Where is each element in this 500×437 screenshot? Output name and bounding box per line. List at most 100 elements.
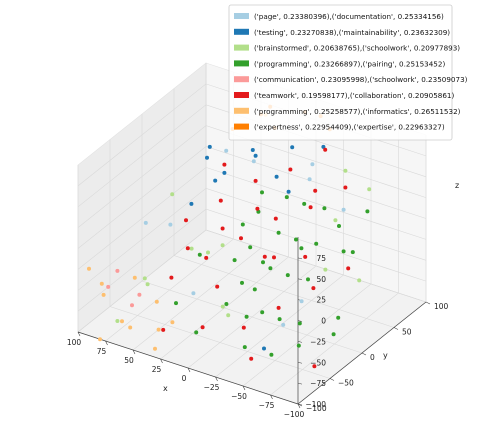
data-point [336,315,341,320]
legend-swatch [234,60,249,67]
data-point [252,287,257,292]
data-point [313,188,318,193]
data-point [249,356,254,361]
data-point [273,216,278,221]
data-point [262,254,267,259]
data-point [213,178,218,183]
grid-z [77,167,427,270]
data-point [101,292,106,297]
z-tick-label: 25 [316,296,326,305]
data-point [239,236,243,241]
legend: ('page', 0.23380396),('documentation', 0… [228,4,468,141]
tick-labels: −100 −75 −50 −25 0 25 50 75 100 −100 −50 0 50 100 −100… [67,254,449,419]
data-point [240,280,244,285]
data-point [120,319,124,324]
legend-swatch [234,44,249,51]
data-point [262,346,266,351]
data-point [218,198,223,203]
data-point [224,148,229,153]
legend-swatch [234,13,249,19]
data-point [311,286,316,291]
data-point [242,345,247,350]
z-tick-label: −100 [305,400,326,409]
data-point [308,205,313,210]
z-tick-label: 75 [316,254,326,263]
data-point [220,243,225,248]
data-point [250,148,255,152]
legend-swatch [234,28,249,35]
z-tick-mark [297,382,303,385]
x-tick-label: −75 [259,401,275,410]
legend-label: ('page', 0.23380396),('documentation', 0… [254,12,444,21]
data-point [322,206,327,211]
data-point [297,321,302,326]
x-tick-label: 0 [182,374,187,383]
z-tick-label: 50 [316,275,326,284]
data-point [174,301,178,306]
legend-label: ('expertness', 0.22954409),('expertise',… [254,123,445,132]
data-point [145,282,150,287]
data-point [260,190,264,195]
legend-label: ('teamwork', 0.19598177),('collaboration… [254,91,454,100]
grid-z [77,125,427,228]
z-tick-mark [297,341,303,343]
z-tick-mark [297,320,303,322]
data-point [314,241,319,246]
data-point [191,291,196,296]
data-point [240,222,245,227]
data-point [296,343,301,348]
legend-box [228,4,453,141]
data-point [333,218,338,223]
grid-z [77,208,427,312]
x-tick-label: 50 [124,356,134,365]
data-point [367,187,372,192]
legend-label: ('brainstormed', 0.20638765),('schoolwor… [254,44,460,53]
data-point [341,207,346,212]
data-point [276,230,281,235]
data-point [290,145,295,150]
legend-swatch [234,92,249,98]
data-point [241,325,246,330]
y-tick-mark [329,378,335,381]
data-point [161,327,166,332]
data-point [284,195,289,200]
x-axis-label: x [163,384,168,393]
z-tick-label: −50 [310,358,326,367]
data-point [323,267,328,272]
x-tick-mark [215,376,218,382]
data-point [204,255,209,260]
data-point [137,292,142,297]
data-point [277,317,282,322]
data-point [185,246,190,251]
data-point [224,302,229,306]
data-point [222,170,227,175]
x-tick-label: −50 [231,392,247,401]
z-tick-mark [297,257,303,260]
data-point [106,284,111,289]
data-point [200,325,205,330]
x-tick-label: 25 [152,365,162,374]
data-point [281,322,286,327]
data-point [251,159,256,164]
legend-swatch [234,107,249,114]
x-tick-label: 75 [97,347,107,356]
y-tick-label: 0 [370,353,375,362]
x-tick-mark [297,403,301,409]
data-point [276,305,281,310]
legend-swatch [234,123,249,130]
data-point [189,201,194,206]
data-point [132,275,137,280]
data-point [310,162,315,167]
x-tick-mark [270,394,273,400]
data-point [306,277,310,282]
data-point [343,168,348,173]
z-tick-mark [297,403,303,406]
x-tick-mark [105,340,108,346]
data-point [272,255,276,260]
data-point [268,266,273,271]
x-tick-mark [160,358,163,364]
x-tick-label: 100 [67,338,82,347]
data-point [346,266,351,271]
y-tick-mark [361,352,367,356]
